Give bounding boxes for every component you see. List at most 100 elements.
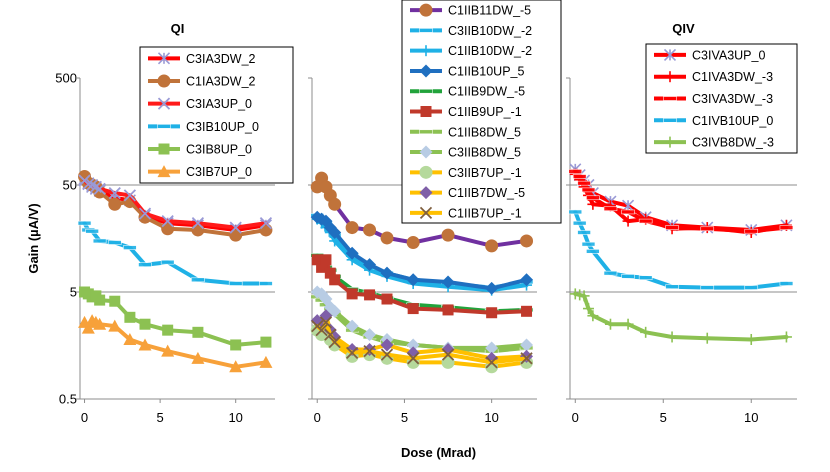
- legend-label: C1IVA3DW_-3: [692, 70, 773, 84]
- panel-qiv: 0 5 10QIVC3IVA3UP_0C1IVA3DW_-3C3IVA3DW_-3C…: [566, 21, 798, 425]
- legend-marker: [664, 71, 676, 83]
- legend-marker: [158, 143, 170, 155]
- legend-marker: [157, 165, 171, 178]
- y-tick-label-500: 500: [55, 71, 77, 86]
- data-point: [138, 338, 152, 351]
- data-point: [319, 316, 333, 329]
- series-c3iva3up-0: [569, 163, 793, 237]
- data-point: [700, 226, 715, 232]
- legend-entry-c3ib10up-0: C3IB10UP_0: [148, 120, 259, 134]
- data-point: [380, 348, 394, 361]
- legend-label: C3IB7UP_0: [186, 165, 252, 179]
- data-point: [364, 289, 376, 301]
- series-c1iib11dw-5: [310, 171, 534, 253]
- data-point: [329, 274, 341, 286]
- data-point: [622, 318, 634, 330]
- data-point: [161, 344, 175, 357]
- marker-stroke: [485, 356, 498, 369]
- data-point: [124, 311, 136, 323]
- x-tick-label-0: 0: [81, 410, 88, 425]
- data-point: [486, 307, 498, 319]
- series-c1iib7up-1: [311, 316, 533, 369]
- legend-entry-c3iib8dw-5: C3IIB8DW_5: [410, 145, 521, 160]
- data-point: [520, 273, 534, 287]
- data-point: [603, 270, 618, 276]
- data-point: [259, 217, 273, 230]
- data-point: [345, 346, 359, 359]
- x-tick-label-5: 5: [156, 410, 163, 425]
- data-point: [363, 258, 377, 272]
- data-point: [568, 169, 583, 174]
- data-point: [700, 285, 715, 290]
- series-c1ivb10up-0: [568, 209, 794, 290]
- legend-entry-c1iib7up-1: C1IIB7UP_-1: [410, 206, 522, 220]
- marker-stroke: [161, 214, 174, 228]
- data-point: [107, 240, 122, 245]
- data-point: [745, 333, 757, 345]
- data-point: [577, 230, 591, 235]
- marker-stroke: [108, 186, 121, 200]
- legend-entry-c1iib11dw-5: C1IIB11DW_-5: [410, 3, 531, 18]
- data-point: [406, 236, 420, 250]
- y-tick-label-0-5: 0.5: [59, 392, 77, 407]
- data-point: [520, 234, 534, 248]
- data-point: [587, 198, 599, 210]
- legend-marker: [157, 97, 171, 110]
- marker-stroke: [363, 345, 376, 358]
- data-point: [744, 228, 759, 234]
- data-point: [345, 221, 359, 235]
- legend-marker: [664, 136, 676, 148]
- y-tick-label-5: 5: [70, 285, 77, 300]
- data-point: [665, 284, 679, 290]
- marker-stroke: [138, 207, 152, 220]
- legend-marker: [420, 45, 432, 57]
- data-point: [191, 277, 205, 283]
- data-point: [520, 352, 533, 365]
- legend-entry-c1iva3dw-3: C1IVA3DW_-3: [654, 70, 773, 84]
- legend-marker: [419, 165, 433, 179]
- series-c3ia3up-0: [78, 174, 273, 234]
- data-point: [228, 281, 243, 286]
- data-point: [328, 197, 342, 211]
- legend-label: C3IA3DW_2: [186, 52, 256, 66]
- legend-marker: [157, 52, 171, 65]
- marker-stroke: [520, 352, 533, 365]
- data-point: [363, 345, 376, 358]
- legend-label: C1IIB7UP_-1: [448, 206, 522, 220]
- data-point: [407, 352, 420, 365]
- data-point: [779, 281, 794, 286]
- data-point: [406, 273, 420, 287]
- legend-entry-c1ivb10up-0: C1IVB10UP_0: [654, 114, 773, 128]
- data-point: [161, 214, 174, 228]
- data-point: [701, 332, 713, 344]
- data-point: [320, 254, 332, 266]
- x-tick-label-0: 0: [314, 410, 321, 425]
- data-point: [123, 245, 137, 250]
- data-point: [638, 275, 653, 281]
- legend-label: C3IA3UP_0: [186, 97, 252, 111]
- y-tick-label-50: 50: [63, 178, 77, 193]
- data-point: [89, 180, 103, 194]
- data-point: [229, 221, 242, 234]
- series-c3ivb8dw-3: [569, 288, 792, 345]
- panel-qii: 0510QIIC1IIB11DW_-5C3IIB10DW_-2C1IIB10DW…: [308, 0, 562, 425]
- legend-entry-c3iib7up-1: C3IIB7UP_-1: [410, 165, 522, 180]
- data-point: [441, 228, 455, 242]
- data-point: [665, 225, 679, 230]
- series-line-c3iva3up-0: [573, 167, 789, 232]
- legend-marker: [419, 186, 433, 200]
- data-point: [138, 262, 152, 267]
- legend-marker: [419, 206, 433, 220]
- data-point: [380, 266, 394, 280]
- x-tick-label-0: 0: [572, 410, 579, 425]
- data-point: [123, 332, 137, 345]
- marker-stroke: [85, 178, 99, 192]
- marker-stroke: [380, 348, 394, 361]
- data-point: [363, 328, 377, 342]
- data-point: [587, 310, 599, 322]
- data-point: [780, 331, 792, 343]
- legend-marker: [157, 74, 171, 88]
- legend-entry-c3ib7up-0: C3IB7UP_0: [148, 165, 252, 179]
- x-tick-label-5: 5: [401, 410, 408, 425]
- data-point: [345, 246, 359, 260]
